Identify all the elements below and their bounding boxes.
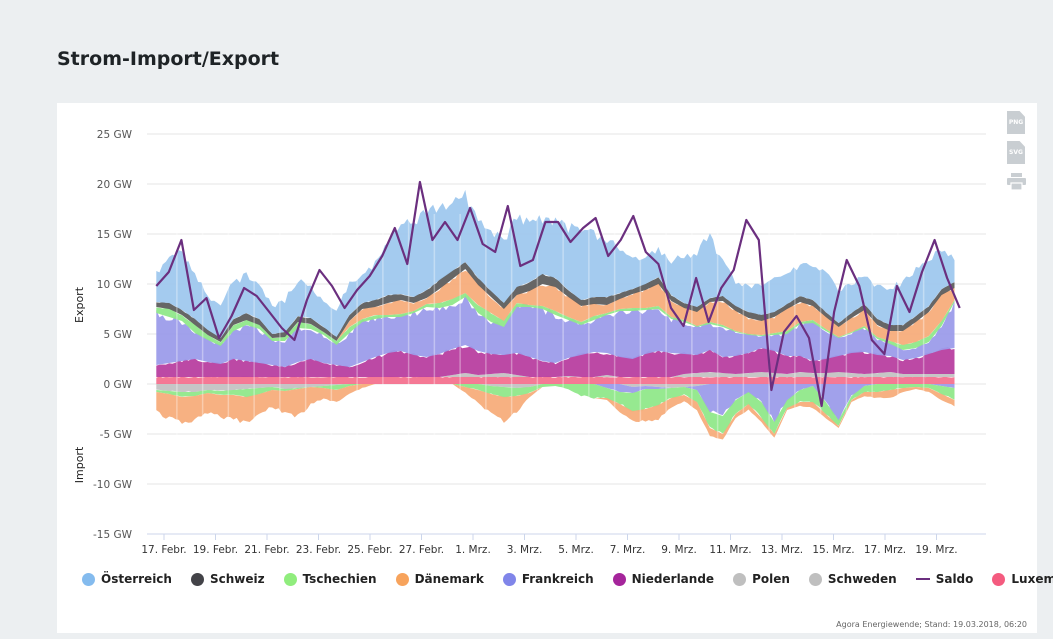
x-tick-label: 21. Febr. — [244, 544, 289, 556]
x-tick-label: 11. Mrz. — [709, 544, 751, 556]
x-tick-label: 7. Mrz. — [610, 544, 646, 556]
y-axis-title-import: Import — [73, 446, 86, 483]
stacked-areas — [156, 189, 955, 440]
legend-label: Tschechien — [302, 572, 377, 586]
area-polen-pos — [156, 371, 955, 377]
legend-dot-symbol — [733, 572, 747, 586]
legend-label: Österreich — [101, 572, 172, 586]
legend-label: Luxemburg — [1011, 572, 1053, 586]
saldo-line — [155, 180, 961, 408]
legend-item-schweden[interactable]: Schweden — [808, 572, 897, 586]
legend-dot-symbol — [82, 572, 95, 586]
printer-icon — [1007, 173, 1026, 191]
legend-label: Schweiz — [209, 572, 265, 586]
legend: Österreich Schweiz Tschechien Dänemark Frank… — [82, 572, 1053, 586]
legend-dot-symbol — [612, 572, 626, 586]
area-tschechien-neg — [156, 384, 955, 435]
chart: 25 GW 20 GW 15 GW 10 GW 5 GW 0 GW -5 GW -10 GW -… — [73, 129, 986, 556]
y-tick-label: -5 GW — [100, 429, 133, 441]
x-tick-label: 15. Mrz. — [812, 544, 854, 556]
area-österreich-pos — [156, 189, 955, 338]
legend-item-frankreich[interactable]: Frankreich — [502, 572, 594, 586]
x-tick-label: 17. Febr. — [141, 544, 186, 556]
area-frankreich-pos — [156, 295, 955, 367]
y-tick-label: 10 GW — [97, 279, 133, 291]
area-polen-neg — [156, 384, 955, 393]
x-tick-label: 17. Mrz. — [864, 544, 906, 556]
day-separator-lines — [176, 214, 925, 454]
legend-label: Saldo — [935, 572, 974, 586]
legend-dot-symbol — [190, 572, 204, 586]
legend-label: Dänemark — [414, 572, 484, 586]
x-tick-label: 19. Mrz. — [915, 544, 957, 556]
y-tick-label: 15 GW — [97, 229, 133, 241]
legend-label: Frankreich — [521, 572, 594, 586]
area-dänemark-pos — [156, 270, 955, 345]
x-tick-label: 9. Mrz. — [661, 544, 697, 556]
legend-dot-symbol — [395, 572, 409, 586]
legend-dot-symbol — [283, 572, 297, 586]
x-tick-label: 25. Febr. — [347, 544, 392, 556]
x-tick-label: 19. Febr. — [193, 544, 238, 556]
y-tick-label: 25 GW — [97, 129, 133, 141]
svg-label: SVG — [1009, 149, 1023, 156]
x-tick-label: 5. Mrz. — [558, 544, 594, 556]
png-label: PNG — [1008, 119, 1024, 126]
legend-label: Polen — [752, 572, 790, 586]
x-tick-label: 1. Mrz. — [455, 544, 491, 556]
y-tick-label: 5 GW — [103, 329, 132, 341]
source-credit: Agora Energiewende; Stand: 19.03.2018, 0… — [836, 620, 1027, 629]
legend-item-dänemark[interactable]: Dänemark — [395, 572, 484, 586]
download-svg-button[interactable]: SVG — [1007, 141, 1025, 164]
y-tick-label: -10 GW — [93, 479, 133, 491]
legend-item-österreich[interactable]: Österreich — [82, 572, 172, 586]
y-tick-label: -15 GW — [93, 529, 133, 541]
x-tick-label: 3. Mrz. — [507, 544, 543, 556]
area-luxemburg-pos — [156, 376, 955, 384]
page-title: Strom-Import/Export — [57, 48, 280, 70]
area-niederlande-pos — [156, 344, 955, 377]
legend-dot-symbol — [502, 572, 516, 586]
legend-item-tschechien[interactable]: Tschechien — [283, 572, 377, 586]
legend-item-schweiz[interactable]: Schweiz — [190, 572, 265, 586]
legend-item-luxemburg[interactable]: Luxemburg — [992, 572, 1053, 586]
legend-dot-symbol — [992, 572, 1006, 586]
y-axis: 25 GW 20 GW 15 GW 10 GW 5 GW 0 GW -5 GW -10 GW -… — [93, 129, 133, 541]
download-png-button[interactable]: PNG — [1007, 111, 1025, 134]
x-tick-label: 13. Mrz. — [761, 544, 803, 556]
x-axis: 17. Febr. 19. Febr. 21. Febr. 23. Febr. 25. … — [141, 534, 958, 556]
saldo-line-group — [155, 180, 961, 408]
legend-item-niederlande[interactable]: Niederlande — [612, 572, 715, 586]
x-tick-label: 27. Febr. — [399, 544, 444, 556]
chart-card: 25 GW 20 GW 15 GW 10 GW 5 GW 0 GW -5 GW -10 GW -… — [57, 103, 1037, 633]
legend-dot-symbol — [808, 572, 822, 586]
print-button[interactable] — [1007, 173, 1026, 191]
legend-label: Niederlande — [631, 572, 715, 586]
x-tick-label: 23. Febr. — [296, 544, 341, 556]
area-schweiz-pos — [156, 262, 955, 342]
legend-item-saldo[interactable]: Saldo — [915, 572, 974, 586]
y-axis-title-export: Export — [73, 286, 86, 323]
area-frankreich-neg — [156, 384, 955, 423]
legend-label: Schweden — [827, 572, 897, 586]
y-tick-label: 0 GW — [103, 379, 132, 391]
y-tick-label: 20 GW — [97, 179, 133, 191]
legend-line-symbol — [915, 578, 930, 580]
legend-item-polen[interactable]: Polen — [733, 572, 790, 586]
